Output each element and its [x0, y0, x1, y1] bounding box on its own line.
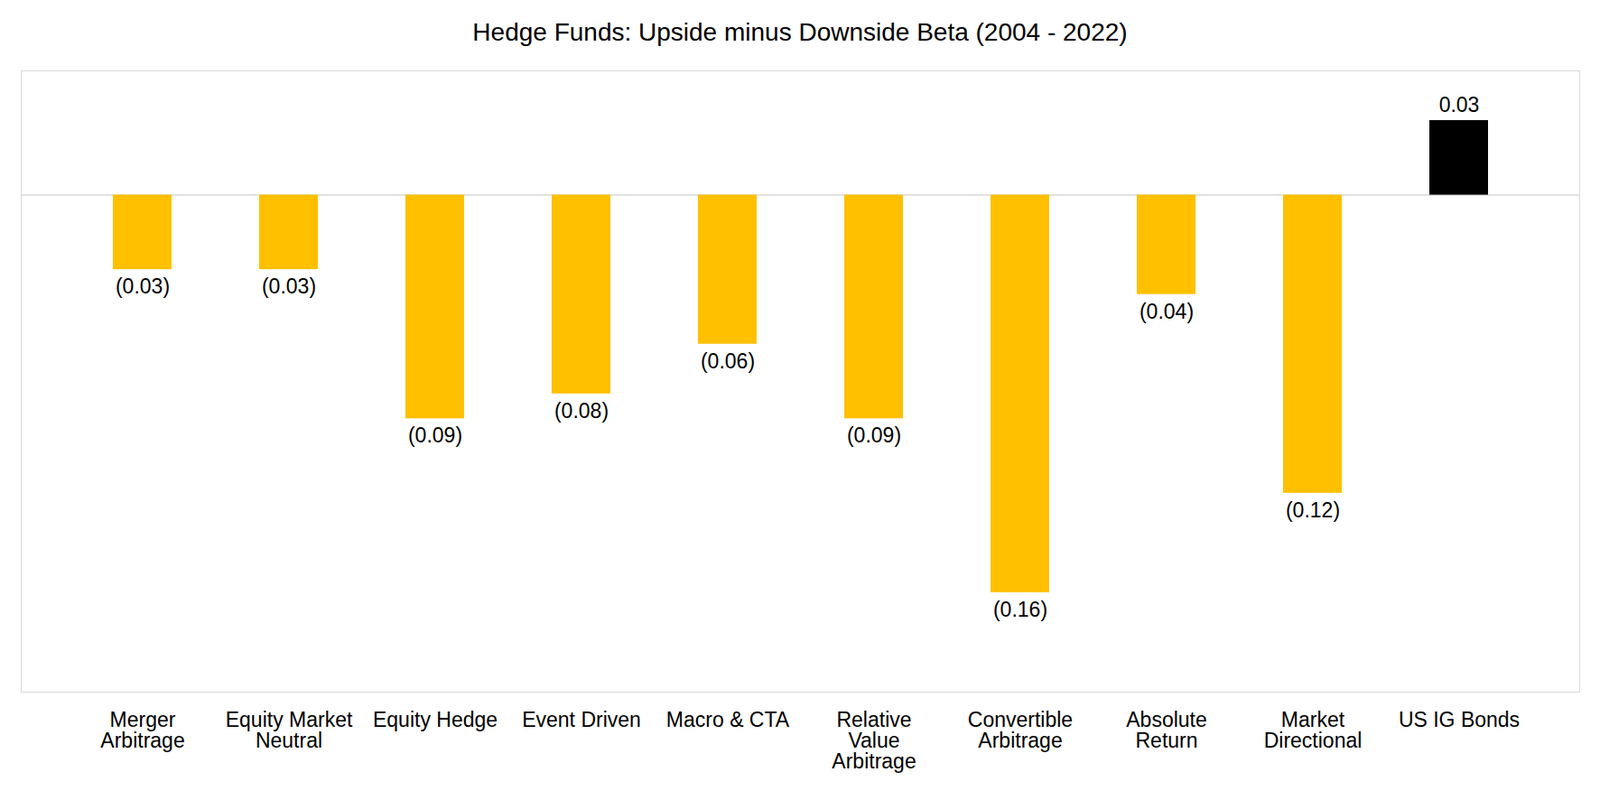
svg-text:(0.09): (0.09) — [846, 423, 902, 447]
html-text:Hedge Funds: Upside minus Down: Hedge Funds: Upside minus Downside Beta … — [472, 18, 1128, 47]
svg-text:ConvertibleArbitrage: ConvertibleArbitrage — [967, 707, 1073, 753]
svg-text:Equity Hedge: Equity Hedge — [372, 707, 498, 732]
svg-text:Event Driven: Event Driven — [521, 707, 642, 732]
svg-text:(0.16): (0.16) — [993, 597, 1048, 622]
svg-text:RelativeValueArbitrage: RelativeValueArbitrage — [831, 707, 916, 773]
svg-text:Equity MarketNeutral: Equity MarketNeutral — [225, 707, 354, 753]
svg-text:MergerArbitrage: MergerArbitrage — [100, 707, 185, 753]
svg-text:AbsoluteReturn: AbsoluteReturn — [1125, 707, 1208, 753]
svg-text:0.03: 0.03 — [1439, 93, 1480, 117]
svg-text:(0.12): (0.12) — [1285, 498, 1340, 522]
svg-text:US IG Bonds: US IG Bonds — [1398, 707, 1520, 732]
svg-text:(0.03): (0.03) — [261, 274, 317, 298]
svg-text:Macro & CTA: Macro & CTA — [666, 707, 791, 732]
svg-text:(0.04): (0.04) — [1139, 299, 1194, 324]
svg-text:(0.06): (0.06) — [700, 349, 755, 373]
svg-text:MarketDirectional: MarketDirectional — [1264, 707, 1363, 753]
svg-text:(0.08): (0.08) — [554, 399, 609, 423]
svg-text:(0.03): (0.03) — [115, 274, 170, 298]
svg-text:(0.09): (0.09) — [408, 423, 463, 447]
